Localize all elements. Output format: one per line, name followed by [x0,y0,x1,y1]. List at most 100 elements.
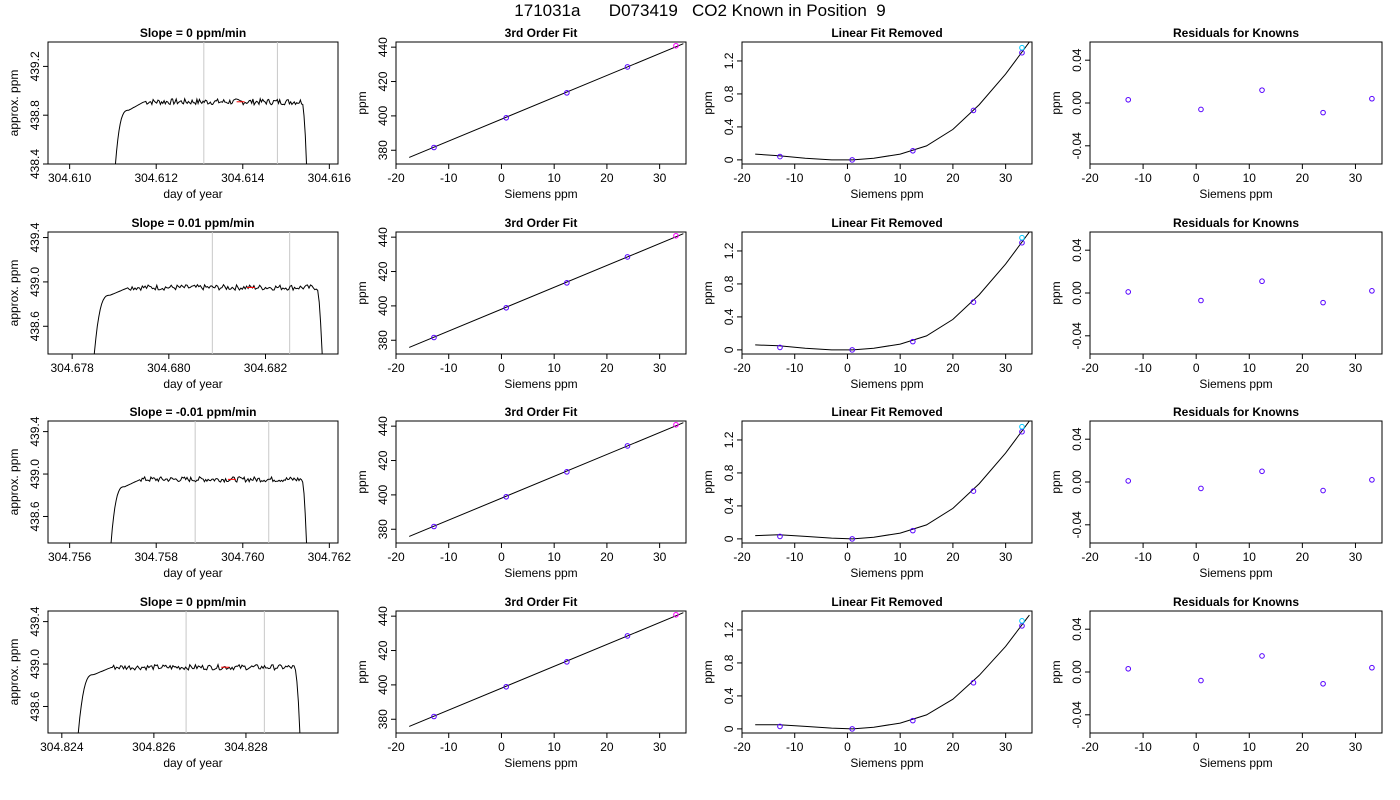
x-tick-label: -20 [733,361,751,375]
x-tick-label: 30 [653,171,667,185]
x-tick-label: 20 [1296,171,1310,185]
x-tick-label: 10 [548,361,562,375]
y-axis-label: ppm [1049,281,1063,304]
panel-r1-c1: Slope = 0 ppm/min 304.610 304.612 304.614 30… [7,26,351,201]
data-point [849,726,856,732]
y-tick-label: 400 [376,106,390,126]
y-tick-label: 0.04 [1070,238,1084,262]
data-point-alt [1019,423,1025,430]
fit-line [408,233,684,348]
plot-area [93,232,323,354]
y-tick-label: -0.04 [1070,701,1084,729]
x-tick-label: -10 [786,550,804,564]
panel-title: Slope = 0 ppm/min [140,26,246,40]
fit-line [408,43,684,158]
x-tick-label: 0 [1193,361,1200,375]
plot-frame [1089,420,1383,544]
x-tick-label: 10 [894,361,908,375]
y-tick-label: 0.8 [722,275,736,292]
plot-area [755,421,1030,542]
y-tick-label: 1.2 [722,52,736,69]
y-tick-label: 1.2 [722,242,736,259]
plot-area [114,42,308,164]
x-tick-label: 20 [946,361,960,375]
plot-area [1125,87,1375,116]
y-tick-label: 0.04 [1070,48,1084,72]
plot-area [755,614,1030,732]
panel-title: Slope = 0 ppm/min [140,595,246,609]
x-tick-label: 304.678 [50,361,94,375]
panel-r3-c3: Linear Fit Removed -20 -10 0 10 20 30 0 0.4 0.8 1.… [701,405,1033,580]
y-axis-label: ppm [355,660,369,683]
y-axis-label: ppm [1049,91,1063,114]
y-axis-label: approx. ppm [7,70,21,137]
plot-frame [395,231,687,355]
x-tick-label: 0 [498,740,505,754]
y-tick-label: 0.00 [1070,660,1084,684]
data-point [1198,677,1204,684]
panel-title: Residuals for Knowns [1173,595,1299,609]
data-point [1198,297,1204,304]
data-point [1259,653,1265,659]
x-tick-label: -10 [440,171,458,185]
x-tick-label: 30 [999,550,1013,564]
plot-area [1125,653,1375,687]
x-tick-label: 20 [946,550,960,564]
panel-title: 3rd Order Fit [505,216,578,230]
data-point [849,536,856,542]
data-point [777,723,783,730]
y-tick-label: 0.4 [722,118,736,135]
y-tick-label: 439.4 [28,416,42,446]
panel-r3-c2: 3rd Order Fit -20 -10 0 10 20 30 380 400 420 440 Si… [355,405,687,580]
y-tick-label: -0.04 [1070,132,1084,160]
x-tick-label: -20 [1081,550,1099,564]
x-tick-label: 30 [999,171,1013,185]
x-tick-label: -10 [1134,740,1152,754]
x-tick-label: 30 [653,740,667,754]
x-tick-label: 10 [894,171,908,185]
data-point [910,148,916,154]
y-tick-label: 440 [376,37,390,57]
plot-frame [741,41,1033,165]
panel-r1-c2: 3rd Order Fit -20 -10 0 10 20 30 380 400 420 440 Si… [355,26,687,201]
x-tick-label: 304.828 [224,740,268,754]
panel-title: Slope = 0.01 ppm/min [131,216,254,230]
y-axis-label: ppm [701,91,715,114]
x-axis-label: day of year [163,566,222,580]
y-tick-label: 420 [376,450,390,470]
x-tick-label: -10 [786,740,804,754]
y-tick-label: 420 [376,640,390,660]
panel-title: 3rd Order Fit [505,405,578,419]
data-point [1125,665,1132,672]
data-point [910,527,916,534]
concentration-trace [110,475,308,543]
plot-frame [47,610,339,734]
x-tick-label: 20 [1296,361,1310,375]
data-point [431,523,437,530]
y-tick-label: 380 [376,140,390,160]
plot-frame [1089,231,1383,355]
x-tick-label: 304.612 [135,171,179,185]
x-tick-label: -10 [1134,550,1152,564]
data-point [1125,289,1132,295]
x-tick-label: 10 [548,740,562,754]
panel-r4-c1: Slope = 0 ppm/min 304.824 304.826 304.828 43… [7,595,339,770]
x-tick-label: 304.680 [147,361,191,375]
data-point [624,443,631,449]
data-point [673,42,679,49]
y-tick-label: 0.4 [722,308,736,325]
data-point [1259,468,1265,475]
panel-r3-c4: Residuals for Knowns -20 -10 0 10 20 30 -0.04 0.… [1049,405,1383,580]
panel-r2-c1: Slope = 0.01 ppm/min 304.678 304.680 304.68… [7,216,339,391]
x-tick-label: 20 [946,740,960,754]
data-point-alt [1019,618,1025,624]
x-tick-label: 20 [600,361,614,375]
plot-area [408,421,684,537]
x-tick-label: -20 [387,740,405,754]
x-tick-label: -10 [1134,361,1152,375]
x-tick-label: 30 [999,361,1013,375]
data-point [624,633,631,639]
data-point [1369,95,1375,102]
data-point [777,344,783,351]
data-point [1125,96,1132,103]
